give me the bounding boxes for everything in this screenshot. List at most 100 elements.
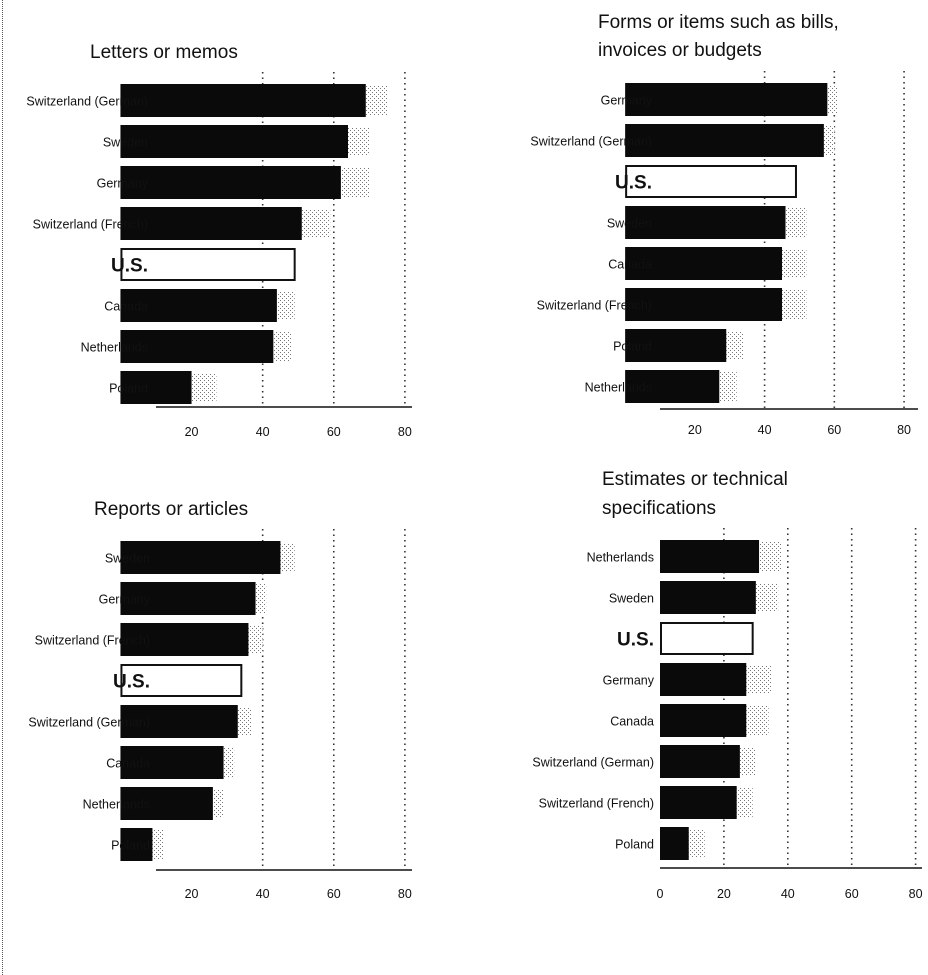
bar xyxy=(625,370,720,403)
category-label: Sweden xyxy=(609,592,654,606)
chart-title: Letters or memos xyxy=(90,42,238,63)
bar xyxy=(660,745,740,778)
bar xyxy=(120,330,274,363)
category-label: Poland xyxy=(109,382,148,396)
error-band xyxy=(782,290,807,319)
category-label: Switzerland (German) xyxy=(530,135,652,149)
chart-title: Reports or articles xyxy=(94,499,248,520)
category-label: Switzerland (German) xyxy=(28,716,150,730)
bar xyxy=(120,248,296,281)
bar xyxy=(625,124,824,157)
bar xyxy=(660,622,754,655)
tick-label: 20 xyxy=(185,425,199,439)
tick-label: 0 xyxy=(657,887,664,901)
bar xyxy=(660,704,747,737)
error-band xyxy=(152,830,164,859)
error-band xyxy=(301,209,331,238)
chart-title-line: Estimates or technical xyxy=(602,469,788,490)
tick-label: 40 xyxy=(256,887,270,901)
error-band xyxy=(212,789,224,818)
category-label: Sweden xyxy=(607,217,652,231)
error-band xyxy=(348,127,370,156)
category-label: Poland xyxy=(613,340,652,354)
category-label: Netherlands xyxy=(587,551,654,565)
category-label: U.S. xyxy=(615,173,652,194)
error-band xyxy=(255,584,267,613)
category-label: Netherlands xyxy=(83,798,150,812)
page-margin-line xyxy=(2,0,3,975)
error-band xyxy=(746,665,772,694)
error-band xyxy=(759,542,782,571)
tick-label: 60 xyxy=(327,425,341,439)
error-band xyxy=(823,126,835,155)
category-label: Sweden xyxy=(103,136,148,150)
bar xyxy=(625,165,797,198)
error-band xyxy=(785,208,807,237)
tick-label: 20 xyxy=(717,887,731,901)
bar xyxy=(660,827,689,860)
bar xyxy=(120,289,277,322)
bar xyxy=(120,582,256,615)
error-band xyxy=(223,748,235,777)
category-label: Poland xyxy=(615,838,654,852)
bar xyxy=(120,371,192,404)
category-label: U.S. xyxy=(111,256,148,277)
bar xyxy=(660,663,747,696)
tick-label: 40 xyxy=(758,423,772,437)
category-label: Switzerland (French) xyxy=(537,299,652,313)
chart-title-line: specifications xyxy=(602,498,716,519)
bar xyxy=(120,828,153,861)
bar xyxy=(120,664,243,697)
tick-label: 60 xyxy=(845,887,859,901)
error-band xyxy=(736,788,753,817)
category-label: Switzerland (German) xyxy=(532,756,654,770)
category-label: Switzerland (German) xyxy=(26,95,148,109)
tick-label: 40 xyxy=(781,887,795,901)
category-label: Sweden xyxy=(105,552,150,566)
bar xyxy=(625,329,727,362)
bar xyxy=(120,705,238,738)
category-label: Poland xyxy=(111,839,150,853)
error-band xyxy=(237,707,252,736)
error-band xyxy=(782,249,807,278)
category-label: Germany xyxy=(97,177,149,191)
chart-title-line: invoices or budgets xyxy=(598,40,762,61)
bar xyxy=(120,166,341,199)
bar xyxy=(660,540,760,573)
tick-label: 80 xyxy=(398,887,412,901)
error-band xyxy=(340,168,370,197)
error-band xyxy=(280,543,295,572)
error-band xyxy=(726,331,744,360)
tick-label: 20 xyxy=(185,887,199,901)
error-band xyxy=(827,85,838,114)
error-band xyxy=(191,373,217,402)
error-band xyxy=(746,706,769,735)
category-label: U.S. xyxy=(113,672,150,693)
error-band xyxy=(276,291,295,320)
bar xyxy=(625,83,828,116)
chart-title-line: Forms or items such as bills, xyxy=(598,12,839,33)
category-label: Switzerland (French) xyxy=(33,218,148,232)
bar xyxy=(120,84,366,117)
category-label: Germany xyxy=(601,94,653,108)
category-label: Switzerland (French) xyxy=(539,797,654,811)
bar xyxy=(660,581,756,614)
category-label: U.S. xyxy=(617,630,654,651)
category-label: Netherlands xyxy=(81,341,148,355)
category-label: Netherlands xyxy=(585,381,652,395)
tick-label: 60 xyxy=(327,887,341,901)
category-label: Canada xyxy=(106,757,150,771)
tick-label: 60 xyxy=(827,423,841,437)
category-label: Canada xyxy=(610,715,654,729)
bar xyxy=(120,541,281,574)
category-label: Germany xyxy=(99,593,151,607)
bar xyxy=(120,623,249,656)
bar xyxy=(660,786,737,819)
bar xyxy=(120,207,302,240)
error-band xyxy=(273,332,292,361)
error-band xyxy=(688,829,705,858)
bar xyxy=(625,247,783,280)
bar xyxy=(120,787,213,820)
bar xyxy=(625,206,786,239)
